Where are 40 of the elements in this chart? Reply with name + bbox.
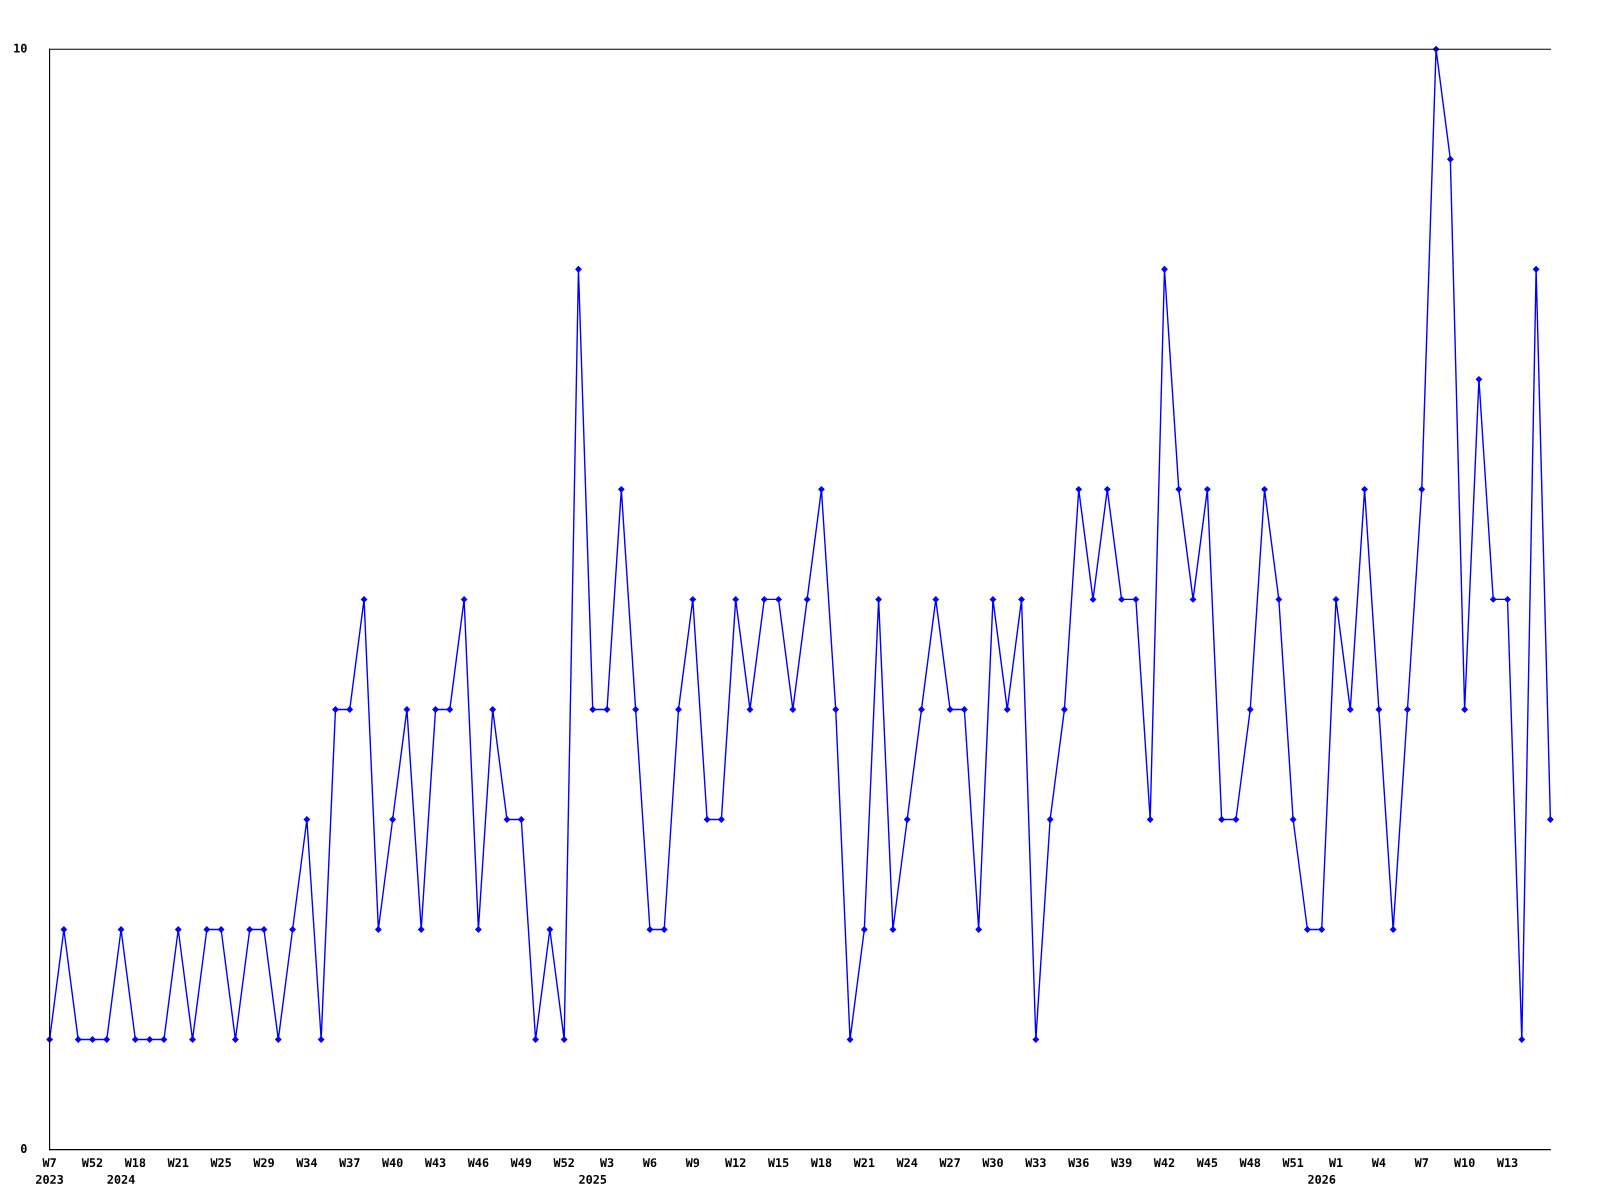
x-tick-label: W39 <box>1110 1158 1132 1168</box>
y-tick-label: 0 <box>20 1144 27 1154</box>
x-tick-label: W49 <box>510 1158 532 1168</box>
x-tick-label: W7 <box>1414 1158 1428 1167</box>
x-tick-label: W30 <box>982 1158 1003 1168</box>
x-tick-label: W37 <box>339 1158 360 1168</box>
x-tick-label: W43 <box>424 1158 446 1168</box>
x-tick-label: W42 <box>1153 1158 1175 1167</box>
x-tick-label: 2025 <box>579 1174 607 1184</box>
x-tick-label: W48 <box>1239 1158 1261 1168</box>
x-tick-label: W6 <box>642 1158 657 1168</box>
x-tick-label: W24 <box>896 1158 918 1167</box>
x-tick-label: W25 <box>210 1158 231 1168</box>
x-tick-label: W1 <box>1328 1158 1343 1167</box>
x-tick-label: W52 <box>553 1158 574 1168</box>
x-tick-label: W13 <box>1496 1158 1518 1168</box>
x-tick-label: W46 <box>467 1158 489 1168</box>
x-tick-label: W45 <box>1196 1158 1218 1168</box>
x-tick-label: W34 <box>296 1158 318 1168</box>
y-tick-label: 10 <box>14 43 27 53</box>
x-tick-label: 2024 <box>107 1174 135 1184</box>
x-tick-label: W15 <box>767 1158 789 1168</box>
x-tick-label: W33 <box>1025 1158 1046 1168</box>
x-tick-label: W18 <box>124 1158 146 1168</box>
x-tick-label: W36 <box>1068 1158 1089 1168</box>
x-tick-label: W3 <box>599 1158 614 1168</box>
x-tick-label: W4 <box>1371 1158 1386 1167</box>
x-tick-label: W7 2023 <box>36 1158 64 1184</box>
x-tick-label: W9 <box>685 1158 700 1168</box>
x-tick-label: W29 <box>253 1158 274 1168</box>
x-tick-label: W18 <box>810 1158 832 1168</box>
x-tick-label: W21 <box>167 1158 189 1167</box>
x-tick-label: W21 <box>853 1158 875 1167</box>
x-tick-label: W51 <box>1282 1158 1304 1168</box>
x-tick-label: W10 <box>1453 1158 1475 1168</box>
x-tick-label: W12 <box>725 1158 746 1167</box>
x-tick-label: W27 <box>939 1158 960 1167</box>
x-tick-label: 2026 <box>1308 1174 1336 1184</box>
x-tick-label: W52 <box>81 1158 103 1168</box>
x-tick-label: W40 <box>381 1158 403 1168</box>
